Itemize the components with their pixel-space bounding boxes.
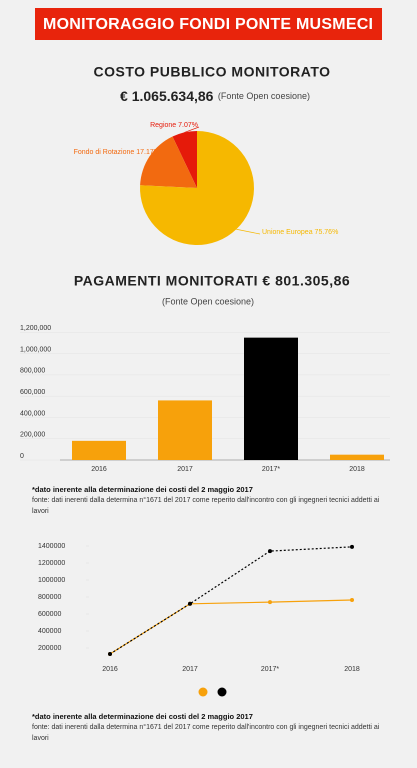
pie-label-category: Unione Europea bbox=[262, 229, 313, 236]
y-tick-label: 1,200,000 bbox=[20, 325, 51, 332]
point bbox=[350, 544, 354, 549]
pie-label-value: 17.17% bbox=[136, 149, 160, 156]
pie-label: Fondo di Rotazione 17.17% bbox=[74, 149, 160, 156]
x-tick-label: 2016 bbox=[102, 666, 118, 673]
y-tick-label: 600,000 bbox=[20, 389, 45, 396]
pie-amount-line: € 1.065.634,86 (Fonte Open coesione) bbox=[120, 88, 310, 106]
y-tick-label: 800,000 bbox=[20, 368, 45, 375]
y-tick-label: 1200000 bbox=[38, 560, 65, 567]
leader-line bbox=[236, 228, 261, 235]
bar-title: PAGAMENTI MONITORATI € 801.305,86 bbox=[74, 273, 350, 289]
pie-slice bbox=[140, 136, 197, 188]
bar bbox=[158, 400, 212, 460]
pie-slice bbox=[140, 131, 255, 246]
bar bbox=[72, 440, 126, 460]
leader-line bbox=[149, 153, 162, 157]
y-tick-label: 400000 bbox=[38, 628, 61, 635]
line-note: *dato inerente alla determinazione dei c… bbox=[32, 712, 253, 721]
point bbox=[268, 600, 272, 605]
bar-subtitle: (Fonte Open coesione) bbox=[162, 296, 254, 306]
point bbox=[268, 549, 272, 554]
bar-note-block: *dato inerente alla determinazione dei c… bbox=[32, 484, 392, 517]
page-title: MONITORAGGIO FONDI PONTE MUSMECI bbox=[43, 16, 373, 33]
pie-label-category: Fondo di Rotazione bbox=[74, 149, 135, 156]
pie-label-category: Regione bbox=[150, 122, 176, 129]
bar-source-note: fonte: dati inerenti dalla determina n°1… bbox=[32, 497, 380, 515]
pie-label-value: 7.07% bbox=[178, 122, 198, 129]
point bbox=[350, 597, 354, 602]
pie-label: Unione Europea 75.76% bbox=[262, 229, 338, 236]
series-line bbox=[109, 599, 353, 655]
y-tick-label: 600000 bbox=[38, 611, 61, 618]
point bbox=[188, 601, 192, 606]
x-tick-label: 2017 bbox=[177, 466, 193, 473]
bar bbox=[244, 337, 298, 460]
legend-dot bbox=[217, 687, 227, 697]
y-tick-label: 200,000 bbox=[20, 432, 45, 439]
pie-source: (Fonte Open coesione) bbox=[218, 91, 310, 101]
y-tick-label: 800000 bbox=[38, 594, 61, 601]
x-tick-label: 2017 bbox=[182, 666, 198, 673]
line-source-note: fonte: dati inerenti dalla determina n°1… bbox=[32, 724, 380, 742]
bar-note: *dato inerente alla determinazione dei c… bbox=[32, 485, 253, 494]
leader-line bbox=[184, 126, 200, 133]
bar bbox=[330, 454, 384, 460]
y-tick-label: 200000 bbox=[38, 645, 61, 652]
y-tick-label: 1000000 bbox=[38, 577, 65, 584]
pie-title: COSTO PUBBLICO MONITORATO bbox=[93, 64, 330, 80]
pie-slice bbox=[172, 131, 197, 188]
y-tick-label: 1,000,000 bbox=[20, 346, 51, 353]
pie-amount: € 1.065.634,86 bbox=[120, 88, 214, 104]
legend-dot bbox=[198, 687, 208, 697]
x-tick-label: 2016 bbox=[91, 466, 107, 473]
y-tick-label: 0 bbox=[20, 453, 24, 460]
x-tick-label: 2018 bbox=[349, 466, 365, 473]
title-banner bbox=[35, 8, 382, 40]
y-tick-label: 1400000 bbox=[38, 543, 65, 550]
point bbox=[108, 651, 112, 656]
line-note-block: *dato inerente alla determinazione dei c… bbox=[32, 711, 392, 744]
y-tick-label: 400,000 bbox=[20, 410, 45, 417]
pie-label-value: 75.76% bbox=[315, 229, 339, 236]
x-tick-label: 2018 bbox=[344, 666, 360, 673]
pie-label: Regione 7.07% bbox=[150, 122, 198, 129]
x-tick-label: 2017* bbox=[262, 466, 281, 473]
x-tick-label: 2017* bbox=[261, 666, 280, 673]
